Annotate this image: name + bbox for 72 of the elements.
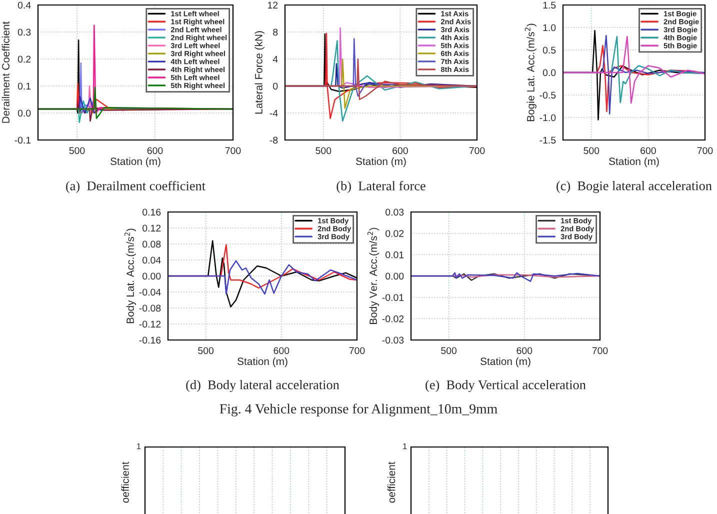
x-axis-title: Station (m)	[356, 157, 406, 168]
y-tick-label: -0.16	[139, 336, 161, 344]
y-tick-label: 0.0	[542, 69, 556, 76]
y-tick-label: 0.0	[18, 110, 31, 117]
x-tick-label: 500	[441, 347, 457, 354]
x-tick-label: 500	[198, 347, 214, 354]
y-tick-label: -8	[270, 136, 278, 144]
y-tick-label: 0.04	[142, 256, 161, 264]
text: oefficient	[388, 462, 396, 503]
line-series	[285, 58, 477, 100]
x-tick-label: 700	[592, 347, 608, 354]
y-tick-label: -0.08	[139, 304, 161, 312]
x-axis-title: Station (m)	[609, 157, 659, 168]
x-tick-label: 500	[584, 147, 600, 154]
text: (a) Derailment coefficient	[66, 180, 206, 194]
y-tick-label: 0.5	[542, 46, 556, 54]
y-axis-title: Body Ver. Acc.(m/s$^{2}$)	[367, 228, 380, 324]
y-tick-label: 0.1	[18, 82, 31, 90]
x-tick-label: 700	[225, 147, 241, 154]
y-axis-title: Derailment Coefficient	[2, 21, 10, 123]
y-tick-label: -0.02	[382, 315, 404, 322]
y-axis-title: Body Lat. Acc.(m/s$^{2}$)	[124, 228, 136, 324]
text: (e) Body Vertical acceleration	[426, 380, 586, 392]
line-series	[168, 260, 357, 295]
y-tick-label: -0.03	[382, 336, 404, 344]
y-tick-label: 0.12	[142, 224, 161, 232]
x-axis-title: Station (m)	[238, 357, 288, 368]
y-tick-label: 0.4	[18, 2, 31, 9]
y-tick-label: 0.01	[386, 251, 404, 258]
y-tick-label: -0.04	[139, 288, 161, 296]
text: oefficient	[121, 462, 129, 503]
x-tick-label: 600	[392, 147, 408, 154]
y-tick-label: -0.1	[14, 136, 31, 144]
x-tick-label: 700	[469, 147, 485, 154]
x-tick-label: 500	[69, 147, 85, 154]
x-tick-label: 500	[316, 147, 332, 154]
y-tick-label: 0.02	[386, 230, 404, 237]
y-tick-label: 0.00	[142, 272, 161, 280]
x-tick-label: 600	[640, 147, 656, 154]
y-tick-label: 0.00	[386, 272, 404, 280]
y-tick-label: 12	[268, 2, 278, 9]
y-axis-title: Bogie Lat. Acc.(m/s$^{2}$)	[524, 24, 536, 122]
y-axis-title: Lateral Force (kN)	[254, 31, 264, 114]
y-tick-label: -4	[270, 110, 278, 117]
y-tick-label: 0	[273, 82, 278, 90]
y-tick-label: 0.03	[386, 208, 404, 216]
text: (c) Bogie lateral acceleration	[556, 181, 712, 193]
y-tick-label: 1.0	[543, 24, 556, 32]
y-tick-label: 0.2	[18, 56, 31, 63]
y-tick-label: 0.3	[18, 28, 31, 36]
x-tick-label: 700	[697, 147, 713, 154]
x-axis-title: Station (m)	[110, 157, 160, 168]
caption: Fig. 4 Vehicle response for Alignment_10m_9mm	[220, 404, 498, 416]
y-tick-label: 0.16	[142, 208, 161, 216]
text: (b) Lateral force	[336, 180, 426, 194]
y-tick-label: -0.12	[139, 320, 161, 328]
x-axis-title: Station (m)	[480, 357, 530, 368]
x-tick-label: 600	[147, 147, 163, 154]
y-tick-label: -1.5	[540, 136, 556, 144]
y-tick-label: 1.5	[543, 2, 556, 9]
x-tick-label: 700	[349, 347, 365, 354]
text: 1	[403, 443, 407, 450]
text: 1	[137, 443, 141, 450]
y-tick-label: 0.08	[142, 240, 161, 248]
y-tick-label: -0.5	[540, 92, 556, 99]
text: (d) Body lateral acceleration	[186, 380, 340, 392]
y-tick-label: 4	[272, 56, 278, 63]
y-tick-label: -0.01	[382, 294, 404, 301]
x-tick-label: 600	[516, 347, 532, 354]
y-tick-label: 8	[273, 28, 278, 36]
y-tick-label: -1.0	[540, 114, 556, 122]
x-tick-label: 600	[274, 347, 290, 354]
